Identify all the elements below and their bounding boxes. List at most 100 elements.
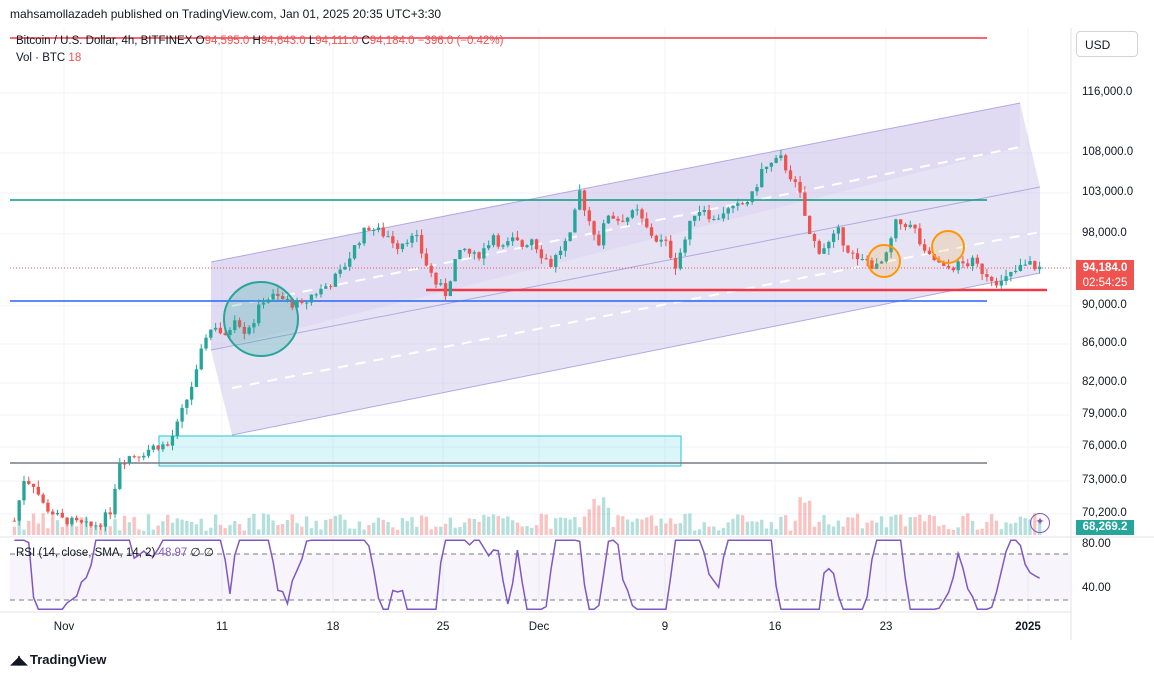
rsi-tick: 80.00 [1082, 538, 1111, 550]
candle-body [410, 235, 414, 243]
candle-body [357, 243, 362, 246]
volume-bar [764, 528, 769, 535]
candle-body [79, 520, 84, 523]
volume-bar [189, 521, 194, 535]
candle-body [750, 191, 754, 202]
volume-bar [266, 514, 270, 535]
rsi-label: RSI (14, close, SMA, 14, 2) [16, 547, 156, 559]
candle-body [841, 227, 845, 246]
volume-bar [879, 516, 884, 535]
volume-bar [740, 515, 745, 535]
volume-bar [664, 523, 668, 535]
volume-bar [372, 522, 376, 535]
volume-bar [17, 520, 21, 535]
volume-bar [213, 514, 218, 535]
candle-body [621, 220, 625, 222]
volume-bar [994, 520, 999, 535]
candle-body [913, 224, 917, 229]
volume-bar [716, 530, 721, 535]
candle-body [999, 281, 1003, 286]
candle-body [362, 227, 366, 244]
candle-body [645, 218, 649, 228]
volume-bar [510, 520, 515, 535]
brand-logo[interactable]: ◢◣ TradingView [10, 652, 106, 668]
volume-bar [439, 526, 443, 535]
candle-body [812, 234, 817, 241]
volume-bar [376, 517, 381, 535]
volume-bar [999, 529, 1003, 535]
candle-body [798, 181, 802, 193]
candle-body [338, 269, 342, 274]
volume-bar [328, 518, 333, 535]
volume-bar [65, 518, 69, 535]
volume-bar [233, 521, 237, 535]
price-tick: 90,000.0 [1082, 299, 1127, 311]
volume-bar [745, 521, 750, 535]
volume-bar [721, 527, 726, 535]
price-tick: 86,000.0 [1082, 337, 1127, 349]
candle-body [525, 245, 529, 247]
volume-bar [966, 513, 970, 535]
candle-body [946, 265, 951, 268]
volume-bar [736, 514, 740, 535]
channel-inner-fill [211, 103, 1020, 350]
volume-bar [846, 517, 850, 535]
candle-body [60, 512, 64, 518]
candle-body [391, 236, 395, 244]
candle-body [611, 215, 615, 219]
volume-bar [515, 522, 520, 535]
volume-bar [630, 521, 635, 535]
volume-bar [1009, 523, 1013, 535]
candle-body [41, 494, 45, 503]
volume-bar [89, 524, 93, 535]
volume-bar [1023, 518, 1027, 535]
candle-body [654, 235, 659, 242]
channel-upper-line [210, 102, 1021, 263]
demand-zone-box [158, 435, 682, 467]
candle-body [280, 296, 285, 300]
candle-body [309, 294, 314, 303]
candle-body [563, 240, 568, 251]
volume-bar [712, 526, 716, 535]
candle-body [582, 190, 587, 211]
candle-body [156, 445, 160, 450]
volume-bar [578, 527, 582, 535]
candle-body [448, 281, 453, 297]
candle-body [745, 201, 750, 205]
candle-body [573, 209, 577, 233]
candle-body [467, 248, 472, 254]
candle-body [51, 511, 55, 515]
price-tick: 103,000.0 [1082, 186, 1134, 198]
candle-body [434, 272, 438, 285]
volume-bar [113, 519, 117, 535]
candle-body [372, 229, 376, 231]
candle-body [132, 456, 136, 458]
currency-button[interactable]: USD [1076, 31, 1138, 57]
volume-bar [798, 497, 802, 535]
candle-body [386, 236, 390, 238]
volume-bar [985, 522, 989, 535]
candle-body [419, 235, 424, 254]
candle-body [204, 337, 208, 349]
volume-bar [319, 529, 323, 535]
compare-icon[interactable]: ✦ [1030, 513, 1050, 533]
candle-body [956, 261, 960, 271]
candle-body [506, 241, 510, 246]
volume-bar [980, 528, 984, 535]
price-tick: 79,000.0 [1082, 408, 1127, 420]
volume-bar [223, 528, 227, 535]
candle-body [175, 421, 179, 436]
candle-body [673, 257, 678, 269]
volume-bar [228, 525, 232, 535]
volume-bar [146, 514, 151, 535]
volume-bar [755, 521, 759, 535]
candle-body [491, 235, 496, 246]
volume-bar [913, 517, 917, 535]
volume-bar [218, 524, 223, 535]
volume-bar [482, 514, 486, 535]
candle-body [726, 208, 730, 214]
candle-body [764, 166, 769, 170]
volume-bar [807, 500, 812, 535]
rsi-tick: 40.00 [1082, 582, 1111, 594]
